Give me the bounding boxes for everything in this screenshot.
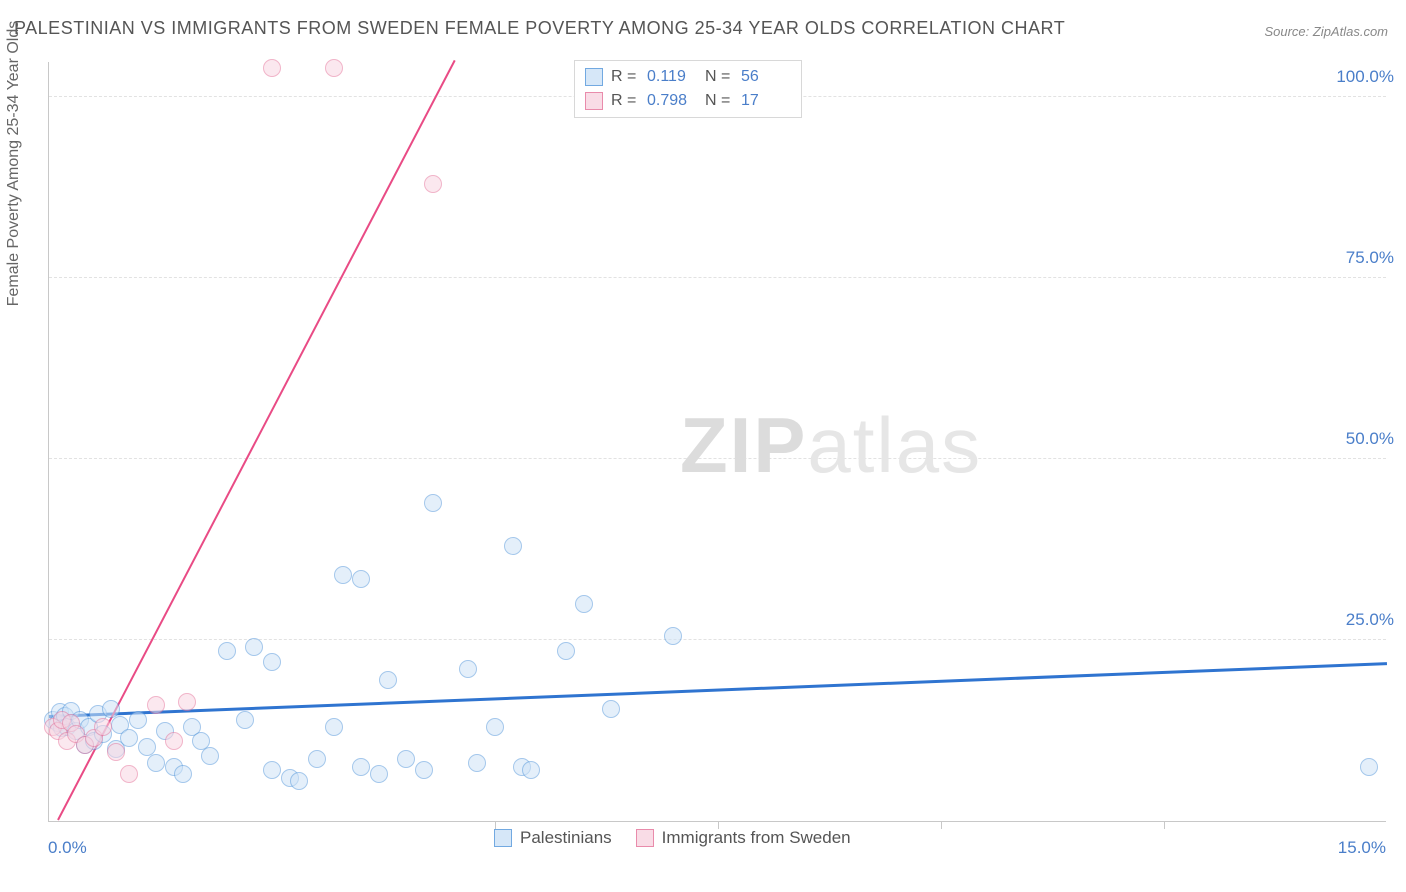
legend-swatch xyxy=(636,829,654,847)
data-point xyxy=(245,638,263,656)
data-point xyxy=(459,660,477,678)
legend-n-value: 56 xyxy=(741,68,791,86)
legend-r-label: R = xyxy=(611,92,639,110)
data-point xyxy=(178,693,196,711)
data-point xyxy=(352,758,370,776)
data-point xyxy=(218,642,236,660)
data-point xyxy=(308,750,326,768)
x-tick-left: 0.0% xyxy=(48,838,87,858)
legend-r-value: 0.798 xyxy=(647,92,697,110)
data-point xyxy=(263,653,281,671)
data-point xyxy=(1360,758,1378,776)
data-point xyxy=(522,761,540,779)
data-point xyxy=(263,59,281,77)
data-point xyxy=(201,747,219,765)
data-point xyxy=(602,700,620,718)
trend-line xyxy=(49,662,1387,718)
data-point xyxy=(397,750,415,768)
data-point xyxy=(486,718,504,736)
data-point xyxy=(290,772,308,790)
data-point xyxy=(424,494,442,512)
legend-n-label: N = xyxy=(705,92,733,110)
data-point xyxy=(415,761,433,779)
legend-r-label: R = xyxy=(611,68,639,86)
data-point xyxy=(129,711,147,729)
data-point xyxy=(334,566,352,584)
data-point xyxy=(120,729,138,747)
legend-series-label: Immigrants from Sweden xyxy=(662,828,851,848)
data-point xyxy=(504,537,522,555)
data-point xyxy=(379,671,397,689)
legend-swatch xyxy=(585,92,603,110)
data-point xyxy=(424,175,442,193)
data-point xyxy=(147,754,165,772)
legend-series-label: Palestinians xyxy=(520,828,612,848)
x-tick-right: 15.0% xyxy=(1338,838,1386,858)
source-attribution: Source: ZipAtlas.com xyxy=(1264,24,1388,39)
legend-row: R = 0.119 N = 56 xyxy=(585,65,791,89)
legend-series-item: Immigrants from Sweden xyxy=(636,828,851,848)
data-point xyxy=(94,718,112,736)
data-point xyxy=(147,696,165,714)
data-point xyxy=(174,765,192,783)
legend-n-value: 17 xyxy=(741,92,791,110)
legend-n-label: N = xyxy=(705,68,733,86)
data-point xyxy=(352,570,370,588)
data-point xyxy=(165,732,183,750)
data-point xyxy=(263,761,281,779)
y-axis-label: Female Poverty Among 25-34 Year Olds xyxy=(5,21,23,307)
data-point xyxy=(575,595,593,613)
gridline xyxy=(49,277,1386,278)
data-point xyxy=(468,754,486,772)
legend-r-value: 0.119 xyxy=(647,68,697,86)
x-tick-mark xyxy=(1164,821,1165,829)
y-tick-label: 25.0% xyxy=(1346,610,1394,630)
legend-row: R = 0.798 N = 17 xyxy=(585,89,791,113)
x-tick-mark xyxy=(941,821,942,829)
data-point xyxy=(102,700,120,718)
data-point xyxy=(236,711,254,729)
legend-correlation: R = 0.119 N = 56 R = 0.798 N = 17 xyxy=(574,60,802,118)
legend-series-item: Palestinians xyxy=(494,828,612,848)
gridline xyxy=(49,458,1386,459)
y-tick-label: 50.0% xyxy=(1346,429,1394,449)
legend-swatch xyxy=(585,68,603,86)
y-tick-label: 100.0% xyxy=(1336,67,1394,87)
data-point xyxy=(664,627,682,645)
y-tick-label: 75.0% xyxy=(1346,248,1394,268)
data-point xyxy=(325,59,343,77)
data-point xyxy=(557,642,575,660)
data-point xyxy=(107,743,125,761)
plot-area: 25.0%50.0%75.0%100.0% xyxy=(48,62,1386,822)
legend-swatch xyxy=(494,829,512,847)
data-point xyxy=(120,765,138,783)
chart-title: PALESTINIAN VS IMMIGRANTS FROM SWEDEN FE… xyxy=(14,18,1065,39)
data-point xyxy=(325,718,343,736)
legend-series: Palestinians Immigrants from Sweden xyxy=(494,828,851,848)
data-point xyxy=(370,765,388,783)
